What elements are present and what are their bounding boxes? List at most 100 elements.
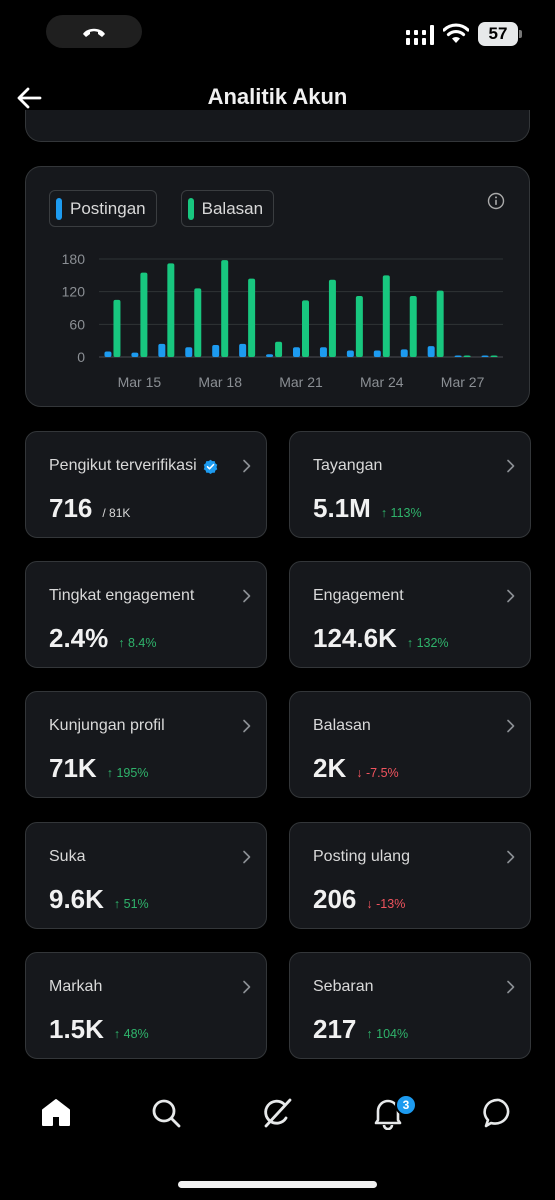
bar-balasan[interactable]: [167, 263, 175, 357]
stat-card[interactable]: Tingkat engagement 2.4% ↑ 8.4%: [25, 561, 267, 668]
x-tick-label: Mar 21: [279, 374, 323, 390]
active-call-pill[interactable]: [46, 15, 142, 48]
legend-label-postingan: Postingan: [70, 198, 146, 218]
bar-balasan[interactable]: [140, 272, 148, 357]
bar-balasan[interactable]: [463, 355, 471, 358]
arrow-up-icon: ↑: [106, 766, 117, 780]
bar-postingan[interactable]: [400, 349, 408, 357]
stat-label-text: Suka: [49, 848, 86, 865]
bar-postingan[interactable]: [131, 352, 139, 357]
stat-label-text: Kunjungan profil: [49, 717, 165, 734]
bar-balasan[interactable]: [490, 355, 498, 358]
bar-postingan[interactable]: [104, 351, 112, 357]
home-icon[interactable]: [39, 1096, 73, 1130]
bell-icon[interactable]: [371, 1096, 405, 1130]
bar-postingan[interactable]: [373, 350, 381, 357]
stat-label-text: Posting ulang: [313, 848, 410, 865]
bar-postingan[interactable]: [212, 345, 220, 357]
stat-label: Balasan: [313, 717, 371, 735]
info-icon[interactable]: [487, 192, 505, 210]
bar-balasan[interactable]: [221, 260, 229, 357]
bar-balasan[interactable]: [436, 290, 444, 357]
stat-value: 1.5K: [49, 1014, 104, 1044]
legend-swatch-balasan: [187, 197, 194, 220]
stat-value-row: 71K ↑ 195%: [49, 753, 148, 784]
stat-card[interactable]: Balasan 2K ↓ -7.5%: [289, 691, 531, 798]
stat-label-text: Tayangan: [313, 457, 383, 474]
bar-postingan[interactable]: [185, 347, 193, 357]
battery-level: 57: [488, 24, 508, 43]
stat-value: 206: [313, 884, 357, 914]
arrow-up-icon: ↑: [380, 506, 391, 520]
search-icon[interactable]: [149, 1096, 183, 1130]
bar-balasan[interactable]: [302, 300, 309, 357]
stat-delta: ↑ 8.4%: [118, 636, 156, 650]
bar-postingan[interactable]: [346, 350, 354, 357]
status-bar: 57: [0, 0, 555, 64]
chart-legend: Postingan Balasan: [49, 190, 275, 227]
stat-delta-value: 132%: [416, 636, 449, 650]
stat-card[interactable]: Pengikut terverifikasi 716 / 81K: [25, 431, 267, 538]
notifications-badge: 3: [395, 1094, 417, 1116]
stat-delta-value: 113%: [390, 506, 422, 520]
stat-value: 71K: [49, 753, 97, 783]
bottom-nav: [0, 1080, 555, 1150]
stat-delta: ↓ -13%: [366, 897, 405, 911]
stat-label: Sebaran: [313, 978, 374, 996]
stat-label: Markah: [49, 978, 102, 996]
chevron-right-icon: [243, 719, 251, 733]
bar-postingan[interactable]: [319, 347, 327, 357]
chevron-right-icon: [243, 459, 251, 473]
stat-delta: ↓ -7.5%: [356, 766, 398, 780]
bar-postingan[interactable]: [158, 343, 166, 357]
legend-item-balasan[interactable]: Balasan: [180, 190, 275, 227]
bar-postingan[interactable]: [293, 347, 300, 357]
stat-label-text: Tingkat engagement: [49, 587, 195, 604]
activity-chart: 0 60 120 180 Mar 15 Mar 18 Mar 21 Mar 24 Mar 27: [62, 251, 503, 390]
stat-delta-value: 8.4%: [128, 636, 157, 650]
stat-label: Kunjungan profil: [49, 717, 165, 735]
back-arrow-icon[interactable]: [14, 84, 44, 112]
bar-postingan[interactable]: [266, 354, 274, 357]
y-tick-label: 120: [62, 284, 86, 300]
stat-delta: ↑ 195%: [107, 766, 149, 780]
stat-card[interactable]: Kunjungan profil 71K ↑ 195%: [25, 691, 267, 798]
bar-balasan[interactable]: [409, 296, 417, 357]
stat-value-row: 1.5K ↑ 48%: [49, 1014, 149, 1045]
bar-postingan[interactable]: [481, 355, 489, 358]
stat-label-text: Engagement: [313, 587, 404, 604]
overview-card-partial: [25, 110, 530, 142]
grok-icon[interactable]: [260, 1096, 294, 1130]
stat-delta-value: -13%: [376, 897, 406, 911]
legend-swatch-postingan: [56, 197, 62, 220]
stat-card[interactable]: Markah 1.5K ↑ 48%: [25, 952, 267, 1059]
bar-postingan[interactable]: [454, 355, 462, 358]
messages-icon[interactable]: [482, 1096, 516, 1130]
chevron-right-icon: [243, 589, 251, 603]
bar-balasan[interactable]: [275, 341, 283, 357]
chevron-right-icon: [507, 459, 515, 473]
arrow-up-icon: ↑: [366, 1027, 377, 1041]
x-tick-label: Mar 27: [441, 374, 485, 390]
stat-card[interactable]: Suka 9.6K ↑ 51%: [25, 822, 267, 929]
stat-delta: ↑ 104%: [366, 1027, 408, 1041]
bar-balasan[interactable]: [382, 275, 390, 357]
arrow-up-icon: ↑: [118, 636, 128, 650]
stat-delta-value: 48%: [123, 1027, 149, 1041]
bar-balasan[interactable]: [113, 299, 121, 357]
bar-postingan[interactable]: [427, 346, 435, 357]
legend-item-postingan[interactable]: Postingan: [49, 190, 157, 227]
bar-balasan[interactable]: [355, 296, 363, 357]
stat-card[interactable]: Tayangan 5.1M ↑ 113%: [289, 431, 531, 538]
bar-balasan[interactable]: [248, 278, 256, 357]
arrow-up-icon: ↑: [113, 1027, 124, 1041]
bar-postingan[interactable]: [239, 343, 247, 357]
stat-value: 124.6K: [313, 623, 397, 653]
stat-card[interactable]: Sebaran 217 ↑ 104%: [289, 952, 531, 1059]
stat-card[interactable]: Posting ulang 206 ↓ -13%: [289, 822, 531, 929]
bar-balasan[interactable]: [194, 288, 202, 357]
chevron-right-icon: [507, 850, 515, 864]
bar-balasan[interactable]: [328, 279, 336, 357]
stat-total: / 81K: [102, 506, 131, 520]
stat-card[interactable]: Engagement 124.6K ↑ 132%: [289, 561, 531, 668]
